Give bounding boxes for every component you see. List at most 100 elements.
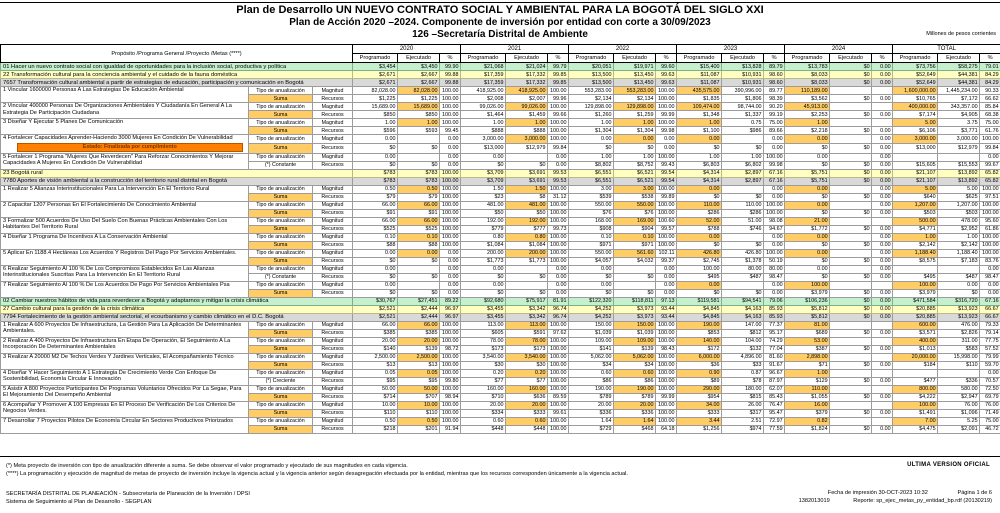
cell: 3.44	[676, 416, 723, 426]
cell: $503	[892, 208, 939, 218]
cell: 2,500.00	[397, 352, 441, 362]
cell: 100.00	[655, 200, 678, 210]
cell: 74.29	[763, 336, 786, 346]
cell: 72.97	[763, 416, 786, 426]
cell: 0.00	[763, 240, 786, 250]
cell: $34	[613, 360, 657, 370]
tipo-anualizacion-value: Suma	[248, 408, 313, 418]
page-number: Página 1 de 6	[957, 490, 992, 496]
cell: 50.00	[397, 384, 441, 394]
cell: 85.84	[979, 102, 1000, 111]
cell: $141	[568, 344, 615, 354]
cell: $139	[397, 344, 441, 354]
cell: 100.00	[892, 400, 939, 410]
cell: 69.79	[979, 392, 1000, 402]
cell: 0.00	[979, 288, 1000, 298]
cell: 99.66	[547, 110, 570, 119]
cell: $777	[505, 224, 549, 234]
recursos-label: Recursos	[311, 272, 354, 282]
cell: $0	[676, 143, 723, 154]
footer-org-line2: Sistema de Seguimiento al Plan de Desarr…	[6, 499, 152, 506]
tipo-anualizacion-label: Tipo de anualización	[248, 248, 313, 258]
cell: 100.00	[439, 368, 462, 378]
cell: $710	[460, 392, 507, 402]
subcol-header-programado-2022: Programado	[568, 53, 615, 63]
cell: $1,824	[784, 424, 831, 434]
cell: 0.00	[979, 280, 1000, 290]
cell: 0.00	[871, 408, 894, 418]
cell: 99.96	[547, 94, 570, 103]
cell: $783	[397, 176, 441, 186]
cell: 0.00	[979, 368, 1000, 378]
cell: 190.00	[676, 320, 723, 330]
cell: $286	[721, 208, 765, 218]
cell: 81.91	[547, 296, 570, 306]
cell: 65.82	[979, 168, 1000, 178]
cell: $0	[829, 272, 873, 282]
cell: $184	[892, 360, 939, 370]
cell: 100.00	[979, 200, 1000, 210]
meta-row-recursos-7780-2: Suma Recursos $91 $91 100.00 $50 $50 100.00 $76 $…	[1, 208, 1000, 218]
cell: $23	[460, 192, 507, 202]
report-name: Reporte: sp_ejec_metas_py_entidad_bp.rdf…	[853, 498, 992, 504]
cell: $2,745	[676, 256, 723, 266]
cell: $908	[568, 224, 615, 234]
cell: $0	[676, 240, 723, 250]
meta-description-7780-7: 7 Realizar Seguimiento Al 100 % De Los A…	[0, 280, 249, 298]
cell: 1.00	[676, 152, 723, 162]
subcol-header-ejecutado-2023: Ejecutado	[721, 53, 765, 63]
tipo-anualizacion-label: Tipo de anualización	[248, 336, 313, 346]
cell: $0	[460, 288, 507, 298]
cell: 93.44	[655, 304, 678, 314]
cell: 100.00	[655, 320, 678, 330]
cell: $2,253	[784, 110, 831, 119]
cell: $21,068	[460, 62, 507, 71]
cell: $20,885	[892, 312, 939, 322]
cell: 100.00	[547, 133, 570, 145]
cell	[892, 152, 939, 162]
cell: $52,649	[892, 70, 939, 79]
meta-row-recursos-7657-4: Suma Recursos $0 $0 0.00 $13,000 $12,979 99.84 $…	[1, 143, 1000, 154]
cell: 0.60	[568, 368, 615, 378]
cell: $10,931	[721, 78, 765, 87]
meta-text: 2 Vincular 400000 Personas De Organizaci…	[3, 103, 232, 116]
tipo-anualizacion-value: Suma	[248, 240, 313, 250]
cell	[871, 336, 894, 346]
tipo-anualizacion-label: Tipo de anualización	[248, 216, 313, 226]
cell	[871, 368, 894, 378]
cell	[505, 264, 549, 274]
cell: $13,500	[568, 78, 615, 87]
cell: 82,028.00	[397, 86, 441, 95]
cell: 0.00	[547, 160, 570, 170]
cell: $1,055	[784, 392, 831, 402]
cell: $36	[676, 360, 723, 370]
cell: $0	[397, 256, 441, 266]
meta-description-7657-3: 3 Diseñar Y Ejecutar 5 Planes De Comunic…	[0, 118, 249, 135]
cell: 0.00	[871, 168, 894, 178]
cell: 343,357.00	[937, 102, 981, 111]
cell: $0	[829, 62, 873, 71]
cell: $0	[784, 272, 831, 282]
cell: 0.50	[352, 184, 399, 194]
cell: 100.00	[655, 416, 678, 426]
cell: $172	[676, 344, 723, 354]
tipo-anualizacion-value: Suma	[248, 256, 313, 266]
cell: 100.00	[439, 168, 462, 178]
tipo-anualizacion-label: Tipo de anualización	[248, 352, 313, 362]
cell: 0.00	[568, 280, 615, 290]
magnitud-label: Magnitud	[311, 184, 354, 194]
cell: $2,897	[721, 168, 765, 178]
cell: $0	[784, 240, 831, 250]
cell: $5,812	[784, 312, 831, 322]
tipo-anualizacion-value: (*) Creciente	[248, 376, 313, 386]
cell: 0.00	[352, 280, 399, 290]
meta-description-7780-2: 2 Capacitar 1207 Personas En El Fortalec…	[0, 200, 249, 218]
cell: $971	[613, 240, 657, 250]
cell: $471,584	[892, 296, 939, 306]
cell: $387	[784, 344, 831, 354]
cell: 1,188.40	[937, 248, 981, 258]
cell: 76.00	[979, 400, 1000, 410]
cell: 66.00	[397, 216, 441, 226]
cell: 435,575.00	[676, 86, 723, 95]
section-row-01: 01 Hacer un nuevo contrato social con ig…	[0, 62, 1000, 71]
